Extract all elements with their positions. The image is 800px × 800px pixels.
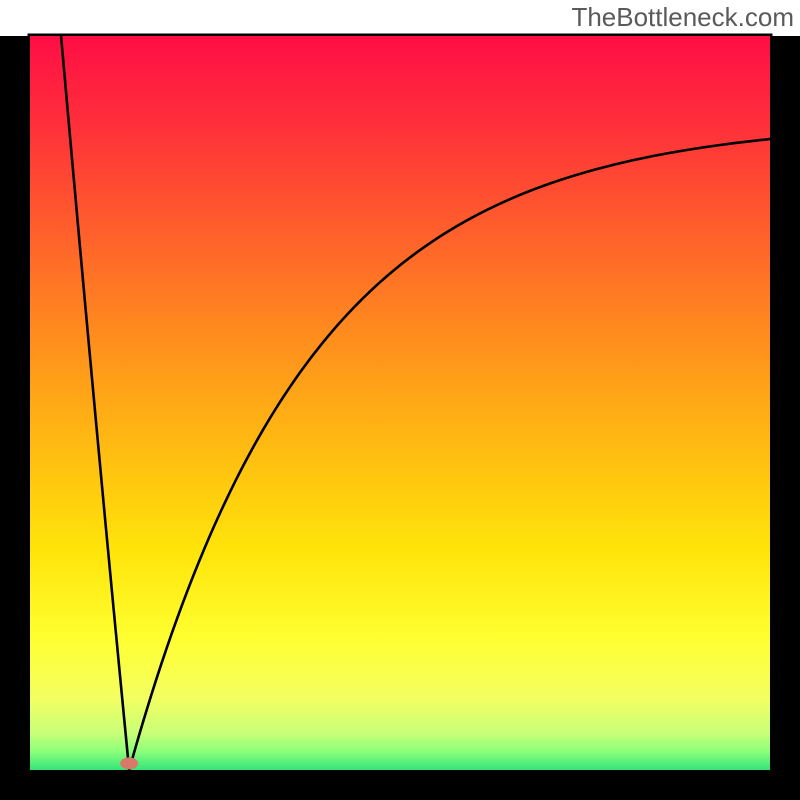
cusp-marker — [120, 757, 138, 769]
bottleneck-chart-container: TheBottleneck.com — [0, 0, 800, 800]
bottleneck-chart-svg — [0, 0, 800, 800]
plot-area — [30, 36, 770, 770]
watermark-text: TheBottleneck.com — [571, 2, 794, 33]
